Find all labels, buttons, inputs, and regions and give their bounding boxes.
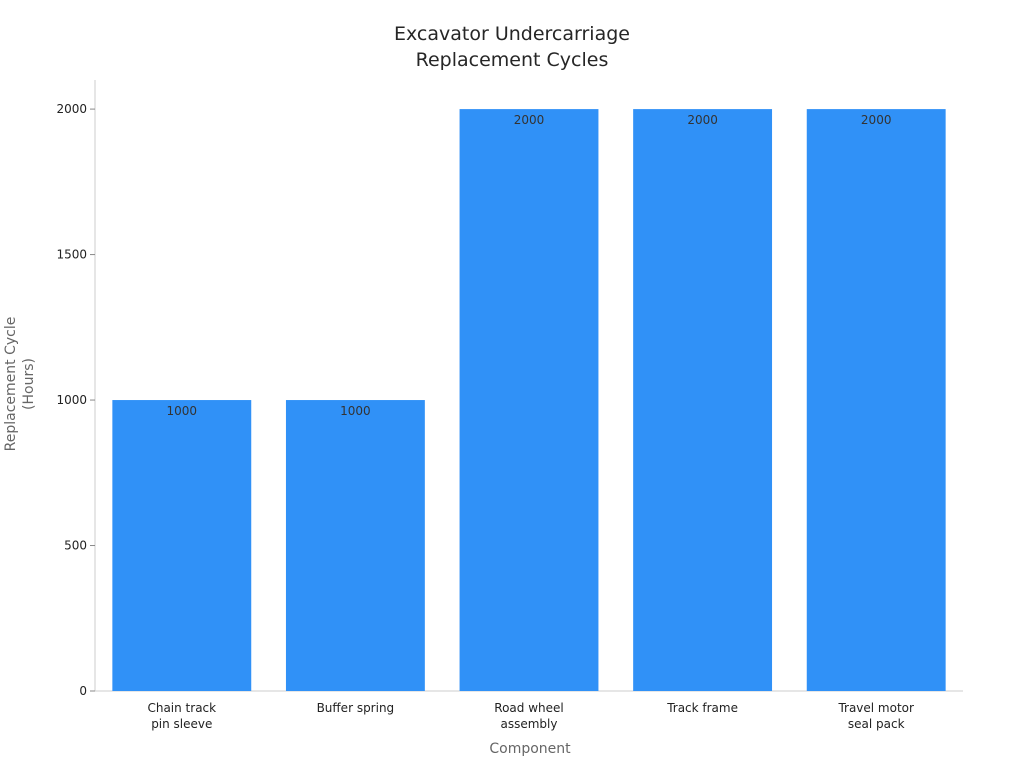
y-tick-label: 500 [64,539,87,553]
x-tick-label: Buffer spring [316,701,395,715]
chart-title: Excavator Undercarriage Replacement Cycl… [394,23,630,71]
bar [633,109,773,692]
x-tick-label: Chain track pin sleeve [147,701,217,731]
x-axis-label: Component [489,741,571,757]
data-label: 1000 [167,404,198,418]
x-tick-label: Road wheel assembly [494,701,564,731]
y-tick-label: 1500 [56,248,87,262]
bar [459,109,599,692]
x-tick-label: Track frame [667,701,738,715]
bar [285,400,425,691]
y-tick-label: 2000 [56,102,87,116]
bar [806,109,946,692]
data-label: 2000 [687,113,718,127]
bar [112,400,252,691]
y-axis-label: Replacement Cycle (Hours) [3,316,37,452]
y-tick-label: 0 [79,684,87,698]
data-label: 2000 [514,113,545,127]
data-label: 1000 [340,404,371,418]
y-tick-label: 1000 [56,393,87,407]
x-tick-label: Travel motor seal pack [838,701,914,731]
data-label: 2000 [861,113,892,127]
